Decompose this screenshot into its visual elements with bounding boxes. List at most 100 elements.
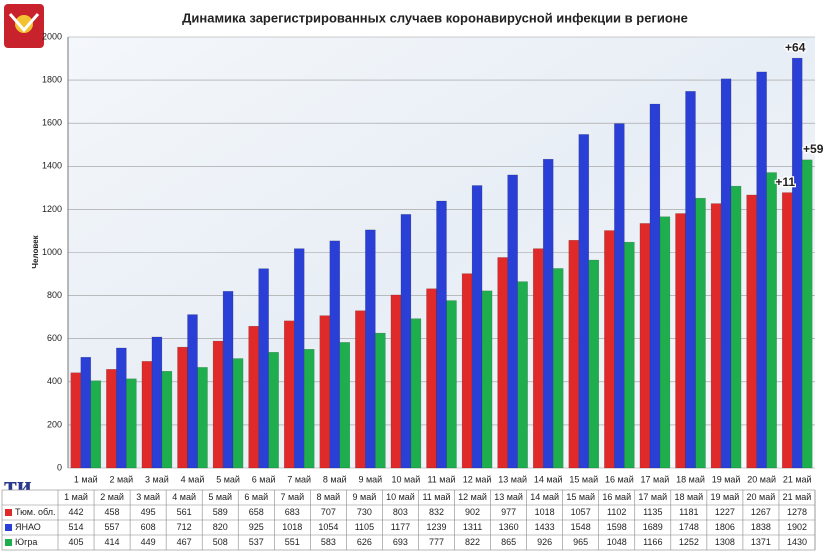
bar xyxy=(436,200,447,469)
bar xyxy=(710,203,722,469)
table-header: 3 май xyxy=(136,492,160,502)
bar xyxy=(542,158,554,469)
table-value: 926 xyxy=(537,537,552,547)
y-tick-label: 1400 xyxy=(42,161,62,171)
table-value: 1048 xyxy=(607,537,627,547)
bar xyxy=(791,57,803,469)
table-value: 1239 xyxy=(426,522,446,532)
table-value: 1054 xyxy=(318,522,338,532)
table-value: 965 xyxy=(573,537,588,547)
table-value: 583 xyxy=(321,537,336,547)
table-header: 7 май xyxy=(280,492,304,502)
bar xyxy=(80,356,92,469)
bar xyxy=(507,174,518,469)
table-value: 442 xyxy=(69,507,84,517)
x-tick-label: 16 май xyxy=(605,474,634,484)
table-value: 1430 xyxy=(787,537,807,547)
bar xyxy=(126,378,137,469)
table-value: 1371 xyxy=(751,537,771,547)
table-value: 514 xyxy=(69,522,84,532)
table-value: 1748 xyxy=(679,522,699,532)
table-value: 1166 xyxy=(643,537,662,547)
bar xyxy=(730,185,742,469)
table-value: 712 xyxy=(177,522,192,532)
table-value: 1181 xyxy=(679,507,698,517)
table-header: 11 май xyxy=(422,492,450,502)
table-value: 495 xyxy=(141,507,156,517)
bar xyxy=(588,259,600,469)
bar xyxy=(365,229,376,469)
bar xyxy=(339,342,351,469)
y-tick-label: 1200 xyxy=(42,204,62,214)
y-tick-label: 400 xyxy=(47,376,62,386)
table-value: 865 xyxy=(501,537,516,547)
x-tick-label: 2 май xyxy=(109,474,133,484)
y-tick-label: 2000 xyxy=(42,31,62,41)
table-header: 1 май xyxy=(64,492,88,502)
bar xyxy=(675,213,686,469)
bar xyxy=(685,91,696,469)
table-header: 9 май xyxy=(353,492,377,502)
x-tick-label: 4 май xyxy=(181,474,205,484)
bar xyxy=(446,300,457,469)
bar xyxy=(293,248,305,469)
table-value: 902 xyxy=(465,507,480,517)
bar xyxy=(720,78,732,469)
bar xyxy=(461,273,473,469)
y-tick-label: 800 xyxy=(47,290,62,300)
table-value: 803 xyxy=(393,507,408,517)
table-value: 822 xyxy=(465,537,480,547)
bar xyxy=(532,248,544,469)
table-value: 626 xyxy=(357,537,372,547)
table-value: 405 xyxy=(69,537,84,547)
bar xyxy=(355,310,366,469)
table-header: 14 май xyxy=(530,492,559,502)
table-value: 1689 xyxy=(643,522,663,532)
bar xyxy=(375,332,386,469)
table-value: 925 xyxy=(249,522,264,532)
table-value: 1018 xyxy=(282,522,302,532)
table-header: 4 май xyxy=(172,492,196,502)
bar xyxy=(746,194,757,469)
table-value: 458 xyxy=(105,507,120,517)
table-value: 1806 xyxy=(715,522,735,532)
x-tick-label: 20 май xyxy=(747,474,776,484)
table-value: 449 xyxy=(141,537,156,547)
bar xyxy=(106,369,117,469)
table-header: 15 май xyxy=(566,492,595,502)
y-axis-label: Человек xyxy=(31,234,40,268)
bar xyxy=(624,241,635,469)
table-value: 1838 xyxy=(751,522,771,532)
table-value: 1433 xyxy=(535,522,555,532)
table-value: 683 xyxy=(285,507,300,517)
table-value: 467 xyxy=(177,537,192,547)
table-value: 1278 xyxy=(787,507,807,517)
x-tick-label: 9 май xyxy=(358,474,382,484)
bar xyxy=(471,185,483,469)
table-header: 12 май xyxy=(458,492,487,502)
x-tick-label: 12 май xyxy=(463,474,492,484)
bar xyxy=(303,349,315,469)
bar xyxy=(517,281,528,469)
x-tick-label: 11 май xyxy=(427,474,455,484)
table-value: 1252 xyxy=(679,537,699,547)
x-tick-label: 8 май xyxy=(323,474,347,484)
bar xyxy=(222,291,234,469)
table-value: 537 xyxy=(249,537,264,547)
table-value: 777 xyxy=(429,537,444,547)
table-header: 6 май xyxy=(244,492,268,502)
y-tick-label: 200 xyxy=(47,419,62,429)
table-value: 551 xyxy=(285,537,300,547)
bar xyxy=(212,340,224,469)
table-header: 5 май xyxy=(208,492,232,502)
table-value: 1267 xyxy=(751,507,771,517)
bar xyxy=(781,192,793,469)
table-header: 2 май xyxy=(100,492,124,502)
legend-label: Югра xyxy=(15,537,37,547)
table-header: 21 май xyxy=(783,492,812,502)
legend-label: ЯНАО xyxy=(15,522,41,532)
legend-swatch xyxy=(5,509,12,516)
table-value: 832 xyxy=(429,507,444,517)
bar xyxy=(578,134,590,469)
